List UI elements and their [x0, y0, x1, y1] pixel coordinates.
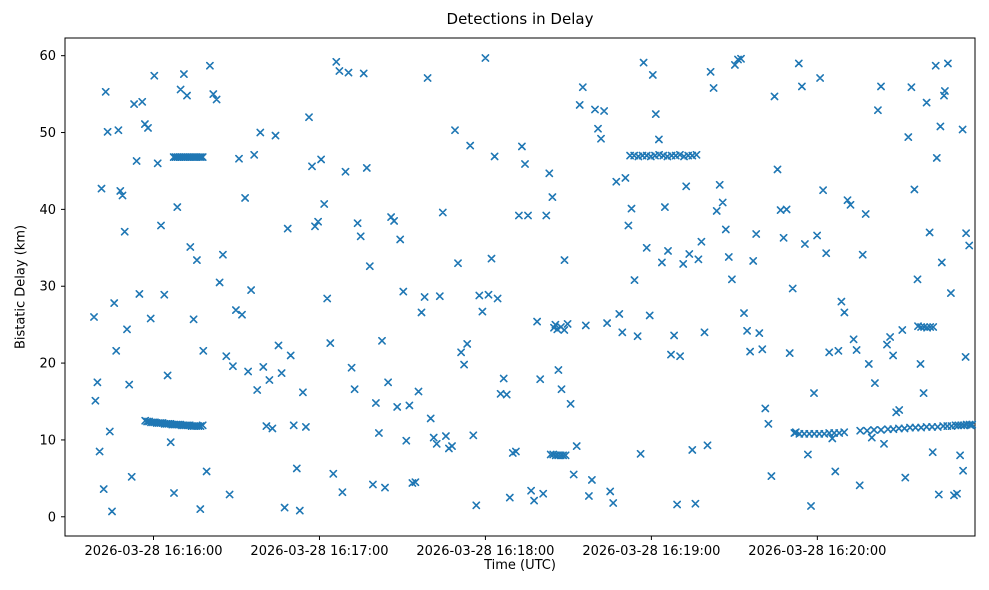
y-tick-label: 50	[39, 126, 56, 141]
y-tick-label: 20	[39, 357, 56, 372]
y-tick-label: 30	[39, 280, 56, 295]
y-tick-label: 40	[39, 203, 56, 218]
x-axis-label: Time (UTC)	[484, 558, 556, 573]
y-axis-label: Bistatic Delay (km)	[13, 224, 29, 350]
x-tick-label: 2026-03-28 16:18:00	[416, 544, 554, 559]
y-tick-label: 0	[48, 510, 56, 525]
x-tick-label: 2026-03-28 16:16:00	[84, 544, 222, 559]
scatter-markers	[90, 54, 977, 516]
x-tick-label: 2026-03-28 16:20:00	[748, 544, 886, 559]
y-tick-label: 60	[39, 49, 56, 64]
axes-frame	[64, 37, 976, 537]
y-tick-label: 10	[39, 433, 56, 448]
x-tick-label: 2026-03-28 16:19:00	[582, 544, 720, 559]
x-tick-label: 2026-03-28 16:17:00	[250, 544, 388, 559]
chart-title: Detections in Delay	[446, 10, 594, 28]
